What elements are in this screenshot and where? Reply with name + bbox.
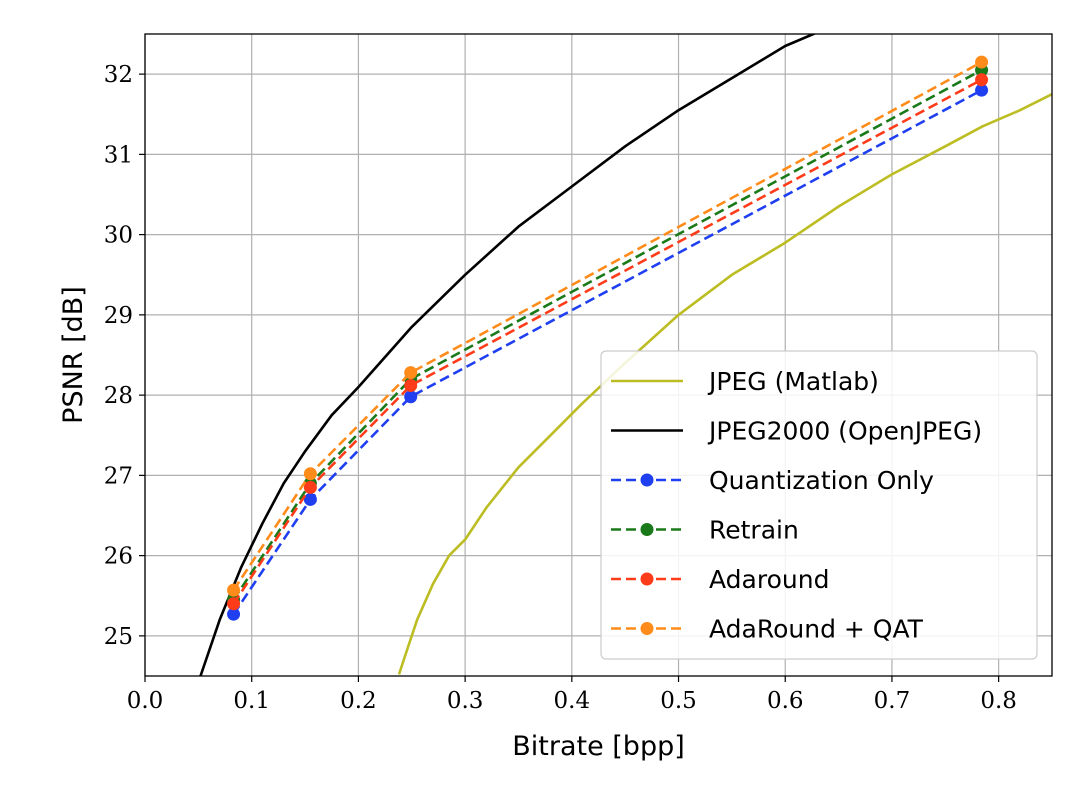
legend-marker xyxy=(640,473,654,487)
y-tick-label: 31 xyxy=(104,142,133,168)
y-tick-label: 27 xyxy=(104,463,133,489)
x-axis-title: Bitrate [bpp] xyxy=(512,731,685,762)
data-point xyxy=(404,390,418,404)
series-line xyxy=(232,89,983,615)
x-tick-label: 0.5 xyxy=(660,688,697,714)
x-tick-label: 0.3 xyxy=(447,688,484,714)
legend-label: Quantization Only xyxy=(709,466,934,495)
legend-box xyxy=(600,350,1038,660)
x-tick-label: 0.7 xyxy=(874,688,911,714)
series-line xyxy=(232,60,983,591)
legend-label: Retrain xyxy=(709,516,799,545)
y-tick-label: 32 xyxy=(104,62,133,88)
legend: JPEG (Matlab) JPEG2000 (OpenJPEG) Quantiza… xyxy=(600,350,1038,660)
x-tick-label: 0.8 xyxy=(980,688,1017,714)
x-tick-label: 0.1 xyxy=(233,688,270,714)
data-point xyxy=(975,83,989,97)
axis-ticks: 0.0 0.1 0.2 0.3 0.4 0.5 0.6 0.7 0.8 25 26 27 28 29 30 3… xyxy=(104,62,1017,714)
data-point xyxy=(303,492,317,506)
data-point xyxy=(975,55,989,69)
x-tick-label: 0.6 xyxy=(767,688,804,714)
y-tick-label: 26 xyxy=(104,544,133,570)
legend-label: Adaround xyxy=(709,565,829,594)
series-line xyxy=(199,34,817,676)
legend-label: JPEG (Matlab) xyxy=(707,367,879,396)
y-tick-label: 30 xyxy=(104,223,133,249)
plot-frame xyxy=(144,33,1053,677)
y-tick-label: 25 xyxy=(104,624,133,650)
data-point xyxy=(303,467,317,481)
legend-marker xyxy=(640,523,654,536)
data-point xyxy=(227,597,241,611)
data-point xyxy=(303,480,317,494)
legend-label: JPEG2000 (OpenJPEG) xyxy=(707,417,982,446)
x-tick-label: 0.2 xyxy=(340,688,377,714)
data-point xyxy=(404,378,418,392)
y-axis-title: PSNR [dB] xyxy=(58,286,89,424)
data-point xyxy=(404,366,418,380)
series-line xyxy=(232,78,983,605)
legend-marker xyxy=(640,572,654,586)
y-tick-label: 28 xyxy=(104,383,133,409)
legend-label: AdaRound + QAT xyxy=(709,615,924,644)
data-point xyxy=(975,73,989,87)
x-tick-label: 0.4 xyxy=(554,688,591,714)
data-point xyxy=(227,607,241,621)
x-tick-label: 0.0 xyxy=(127,688,164,714)
data-point xyxy=(227,583,241,597)
y-tick-label: 29 xyxy=(104,303,133,329)
series-line xyxy=(232,68,983,601)
legend-marker xyxy=(640,622,654,635)
